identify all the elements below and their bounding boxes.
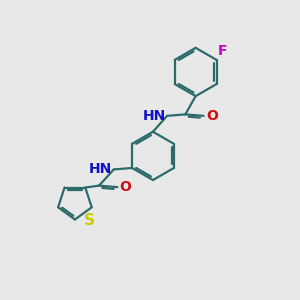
Text: O: O <box>120 180 131 194</box>
Text: HN: HN <box>89 162 112 176</box>
Text: F: F <box>218 44 227 58</box>
Text: O: O <box>206 109 218 123</box>
Text: HN: HN <box>142 109 166 123</box>
Text: S: S <box>84 213 95 228</box>
